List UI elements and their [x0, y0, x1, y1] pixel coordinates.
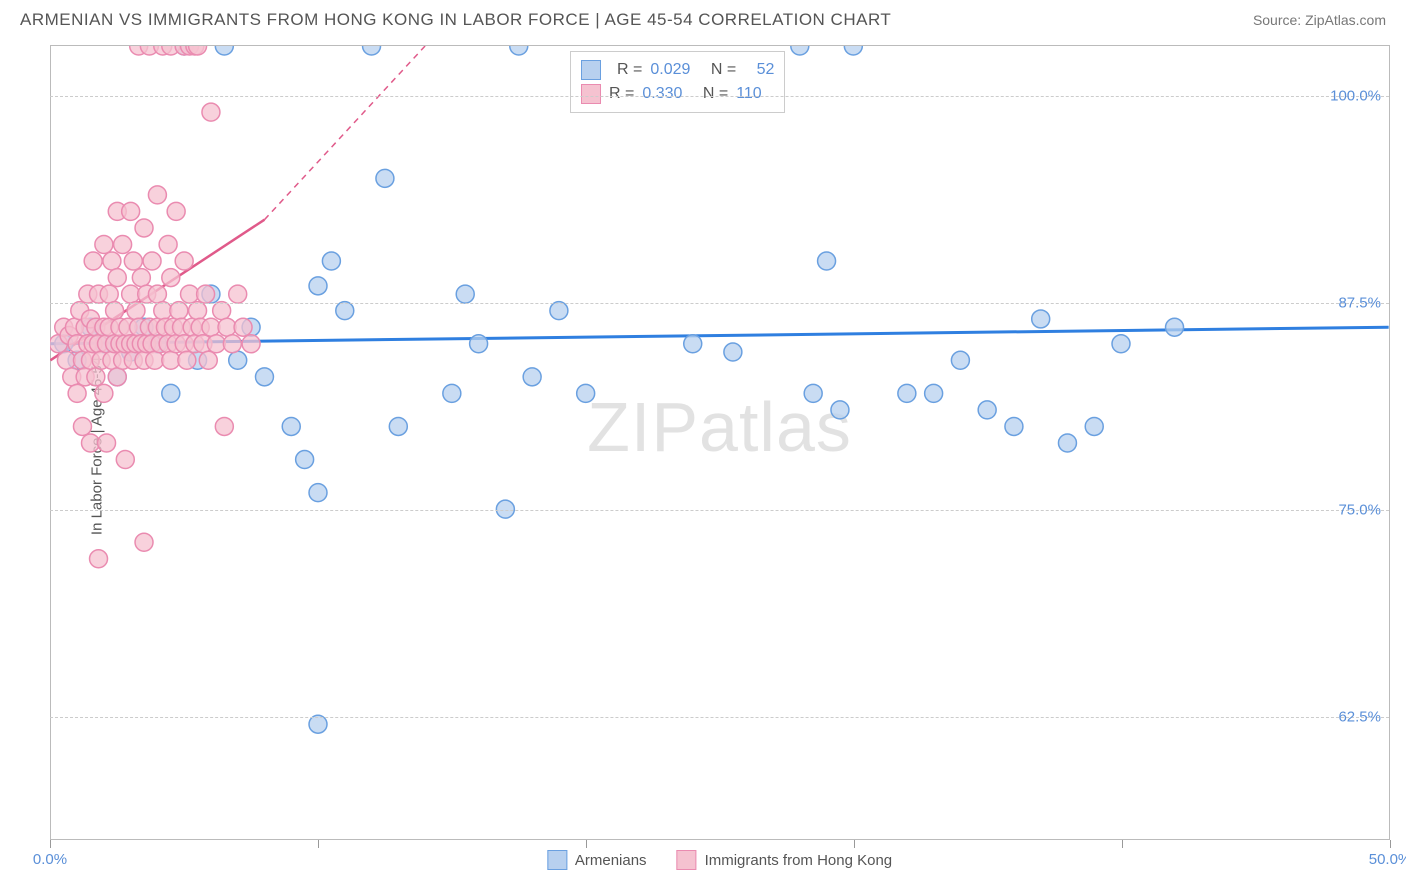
swatch-hongkong-icon [677, 850, 697, 870]
legend-label: Armenians [575, 852, 647, 869]
swatch-armenians-icon [547, 850, 567, 870]
series-legend: Armenians Immigrants from Hong Kong [547, 850, 892, 870]
y-tick-label: 75.0% [1338, 501, 1381, 518]
correlation-legend: R = 0.029 N = 52 R = 0.330 N = 110 [570, 51, 785, 113]
x-tick-label: 0.0% [33, 851, 67, 868]
gridline [50, 303, 1389, 304]
chart-title: ARMENIAN VS IMMIGRANTS FROM HONG KONG IN… [20, 10, 891, 30]
x-tick-mark [1390, 840, 1391, 848]
x-tick-mark [854, 840, 855, 848]
legend-label: Immigrants from Hong Kong [705, 852, 893, 869]
chart-plot-area: ZIPatlas R = 0.029 N = 52 R = 0.330 N = … [50, 45, 1390, 840]
legend-item-armenians: Armenians [547, 850, 647, 870]
legend-row-hongkong: R = 0.330 N = 110 [581, 82, 774, 106]
scatter-svg [50, 46, 1389, 840]
swatch-armenians [581, 60, 601, 80]
y-tick-label: 100.0% [1330, 87, 1381, 104]
gridline [50, 510, 1389, 511]
gridline [50, 96, 1389, 97]
chart-header: ARMENIAN VS IMMIGRANTS FROM HONG KONG IN… [0, 0, 1406, 38]
x-tick-mark [1122, 840, 1123, 848]
swatch-hongkong [581, 84, 601, 104]
y-tick-label: 87.5% [1338, 294, 1381, 311]
legend-item-hongkong: Immigrants from Hong Kong [677, 850, 893, 870]
chart-source: Source: ZipAtlas.com [1253, 12, 1386, 28]
gridline [50, 717, 1389, 718]
x-tick-mark [318, 840, 319, 848]
x-tick-mark [50, 840, 51, 848]
legend-row-armenians: R = 0.029 N = 52 [581, 58, 774, 82]
x-tick-label: 50.0% [1369, 851, 1406, 868]
x-tick-mark [586, 840, 587, 848]
y-tick-label: 62.5% [1338, 708, 1381, 725]
